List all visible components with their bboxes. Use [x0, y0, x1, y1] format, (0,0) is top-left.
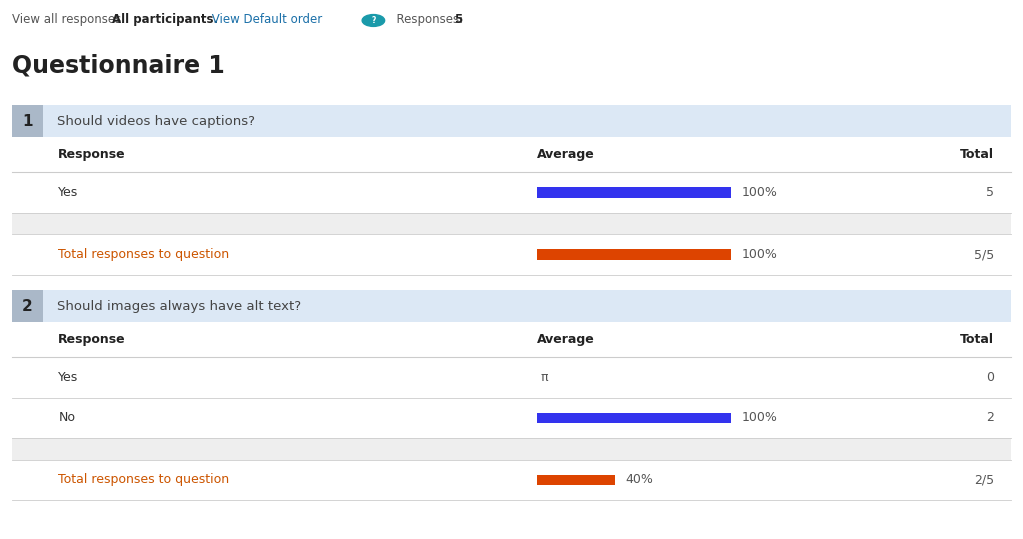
FancyBboxPatch shape	[12, 290, 1011, 322]
FancyBboxPatch shape	[537, 187, 731, 198]
FancyBboxPatch shape	[12, 105, 43, 137]
Text: 5: 5	[986, 186, 994, 199]
Text: Yes: Yes	[58, 186, 79, 199]
Text: Total: Total	[961, 148, 994, 162]
Text: 100%: 100%	[742, 411, 777, 425]
Text: Yes: Yes	[58, 371, 79, 384]
Text: 100%: 100%	[742, 186, 777, 199]
Text: Questionnaire 1: Questionnaire 1	[12, 54, 225, 78]
FancyBboxPatch shape	[12, 105, 1011, 137]
Text: Total: Total	[961, 333, 994, 347]
Text: Average: Average	[537, 333, 594, 347]
Text: Responses:: Responses:	[389, 13, 466, 26]
FancyBboxPatch shape	[537, 249, 731, 260]
FancyBboxPatch shape	[12, 357, 1011, 398]
Text: 5/5: 5/5	[974, 248, 994, 261]
FancyBboxPatch shape	[537, 412, 731, 423]
FancyBboxPatch shape	[12, 172, 1011, 213]
Text: Response: Response	[58, 148, 126, 162]
Text: 2/5: 2/5	[974, 473, 994, 487]
Text: No: No	[58, 411, 76, 425]
Text: Response: Response	[58, 333, 126, 347]
FancyBboxPatch shape	[12, 438, 1011, 460]
Text: ?: ?	[371, 16, 375, 25]
Text: 40%: 40%	[625, 473, 653, 487]
Text: 5: 5	[454, 13, 462, 26]
FancyBboxPatch shape	[12, 137, 1011, 172]
FancyBboxPatch shape	[12, 234, 1011, 275]
FancyBboxPatch shape	[12, 213, 1011, 234]
FancyBboxPatch shape	[12, 398, 1011, 438]
Text: 2: 2	[986, 411, 994, 425]
FancyBboxPatch shape	[12, 322, 1011, 357]
Text: Should images always have alt text?: Should images always have alt text?	[57, 300, 302, 313]
FancyBboxPatch shape	[12, 290, 43, 322]
Text: 0: 0	[986, 371, 994, 384]
Text: Total responses to question: Total responses to question	[58, 248, 229, 261]
Text: Total responses to question: Total responses to question	[58, 473, 229, 487]
Text: View Default order: View Default order	[208, 13, 322, 26]
Text: 100%: 100%	[742, 248, 777, 261]
Text: Should videos have captions?: Should videos have captions?	[57, 115, 256, 128]
Text: View all responses.: View all responses.	[12, 13, 129, 26]
Circle shape	[362, 15, 385, 26]
Text: 2: 2	[23, 299, 33, 314]
FancyBboxPatch shape	[12, 460, 1011, 500]
Text: All participants.: All participants.	[112, 13, 218, 26]
Text: π: π	[540, 371, 547, 384]
Text: 1: 1	[23, 114, 33, 129]
FancyBboxPatch shape	[537, 474, 615, 485]
Text: Average: Average	[537, 148, 594, 162]
